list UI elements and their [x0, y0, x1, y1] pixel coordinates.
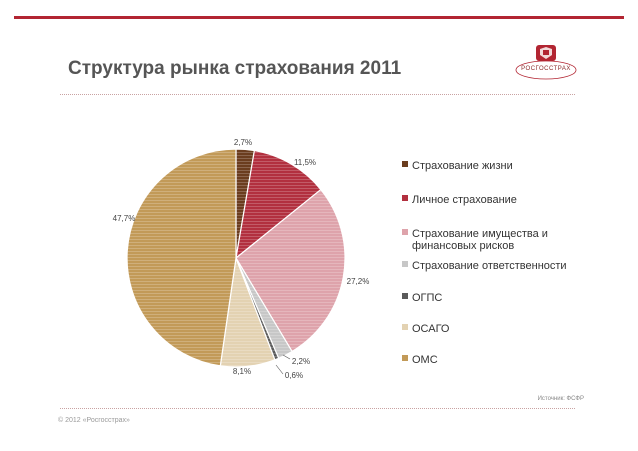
top-accent-bar	[14, 16, 624, 19]
legend-label-1: Страхование жизни	[412, 160, 513, 172]
legend-label-4: Страхование ответственности	[412, 260, 567, 272]
pie-slice-texture-5	[236, 258, 279, 360]
legend-swatch-2	[402, 195, 408, 201]
legend-swatch-3	[402, 229, 408, 235]
legend-swatch-1	[402, 161, 408, 167]
leader-line-5	[275, 364, 284, 375]
data-label-1: 2,7%	[234, 138, 252, 147]
slide-title: Структура рынка страхования 2011	[68, 58, 402, 79]
data-label-7: 47,7%	[113, 214, 136, 223]
legend-label-3-line-1: Страхование имущества и	[412, 228, 548, 240]
legend-label-3-line-2: финансовых рисков	[412, 240, 514, 252]
legend-swatch-6	[402, 324, 408, 330]
legend-swatch-7	[402, 355, 408, 361]
legend-swatch-5	[402, 293, 408, 299]
pie-slice-texture-2	[236, 150, 321, 258]
logo-emblem-icon	[515, 45, 577, 80]
data-label-6: 8,1%	[233, 367, 251, 376]
logo-text: РОСГОССТРАХ	[521, 66, 571, 72]
data-label-2: 11,5%	[294, 158, 316, 167]
data-label-5: 0,6%	[285, 371, 303, 380]
footer-divider	[60, 408, 575, 409]
pie-slice-texture-4	[236, 258, 293, 359]
legend-label-2: Личное страхование	[412, 194, 517, 206]
legend-swatch-4	[402, 261, 408, 267]
title-divider	[60, 94, 575, 95]
pie-slice-texture-7	[127, 149, 236, 366]
rosgosstrakh-logo: РОСГОССТРАХ	[512, 40, 580, 82]
data-label-3: 27,2%	[347, 277, 370, 286]
data-label-4: 2,2%	[292, 357, 310, 366]
leader-line-4	[282, 354, 291, 360]
legend-label-5: ОГПС	[412, 292, 442, 304]
legend-label-6: ОСАГО	[412, 323, 450, 335]
legend-label-7: ОМС	[412, 354, 438, 366]
pie-slice-texture-6	[220, 258, 275, 367]
pie-slice-texture-3	[236, 189, 345, 352]
copyright-note: © 2012 «Росгосстрах»	[58, 417, 130, 424]
source-note: Источник: ФСФР	[537, 396, 584, 402]
